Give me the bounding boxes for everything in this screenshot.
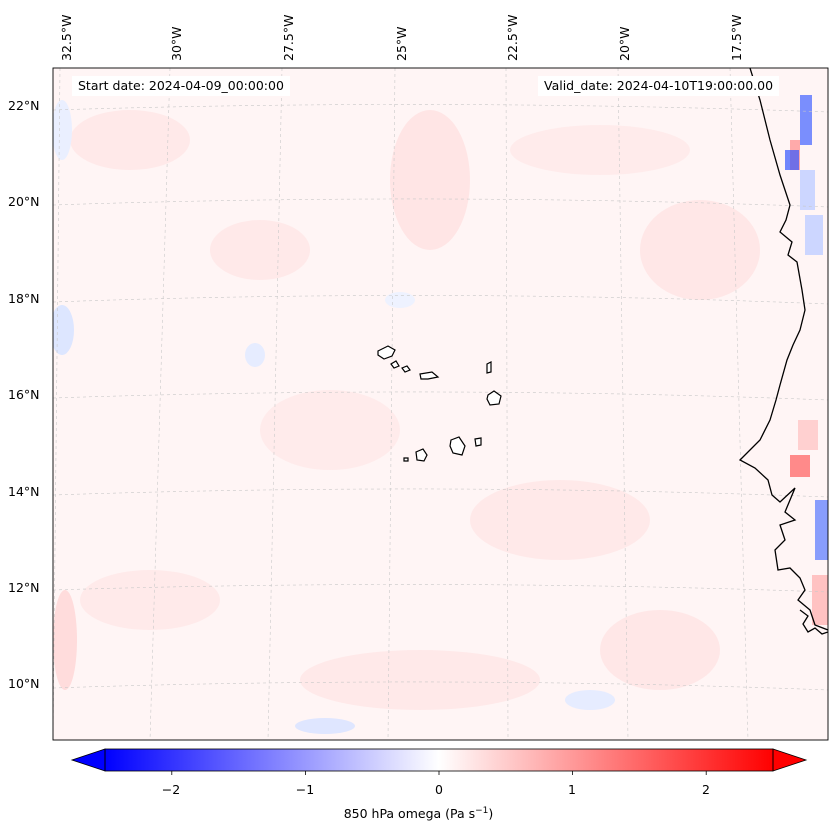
coastline	[738, 68, 828, 635]
lat-label-12n: 12°N	[8, 580, 40, 595]
start-date-label: Start date: 2024-04-09_00:00:00	[72, 76, 290, 96]
lat-label-22n: 22°N	[8, 98, 40, 113]
colorbar-label-exponent: −1	[475, 806, 489, 816]
lat-label-10n: 10°N	[8, 676, 40, 691]
colorbar-tick-label: 2	[702, 782, 710, 797]
lon-label-17-5w: 17.5°W	[729, 14, 744, 61]
cape-verde-islands	[377, 345, 502, 462]
colorbar-extend-low	[70, 748, 106, 772]
valid-date-label: Valid_date: 2024-04-10T19:00:00.00	[538, 76, 780, 96]
omega-field	[53, 68, 828, 740]
colorbar-tick-label: −1	[295, 782, 315, 797]
lat-label-20n: 20°N	[8, 194, 40, 209]
colorbar-tick-label: 1	[568, 782, 576, 797]
lon-label-32-5w: 32.5°W	[59, 14, 74, 61]
map-frame	[52, 67, 829, 741]
lat-label-14n: 14°N	[8, 484, 40, 499]
colorbar	[70, 748, 808, 775]
lon-label-20w: 20°W	[617, 26, 632, 61]
lat-label-16n: 16°N	[8, 387, 40, 402]
colorbar-extend-high	[772, 748, 808, 772]
colorbar-label-main: 850 hPa omega (Pa s	[343, 806, 476, 822]
colorbar-tick-label: −2	[161, 782, 181, 797]
colorbar-label-close: )	[488, 806, 494, 822]
lon-label-25w: 25°W	[394, 26, 409, 61]
graticule	[53, 68, 828, 740]
colorbar-label: 850 hPa omega (Pa s−1)	[0, 806, 837, 821]
lon-label-27-5w: 27.5°W	[281, 14, 296, 61]
colorbar-fill	[105, 749, 773, 771]
colorbar-tick-label: 0	[435, 782, 443, 797]
lon-label-30w: 30°W	[169, 26, 184, 61]
lat-label-18n: 18°N	[8, 291, 40, 306]
lon-label-22-5w: 22.5°W	[505, 14, 520, 61]
